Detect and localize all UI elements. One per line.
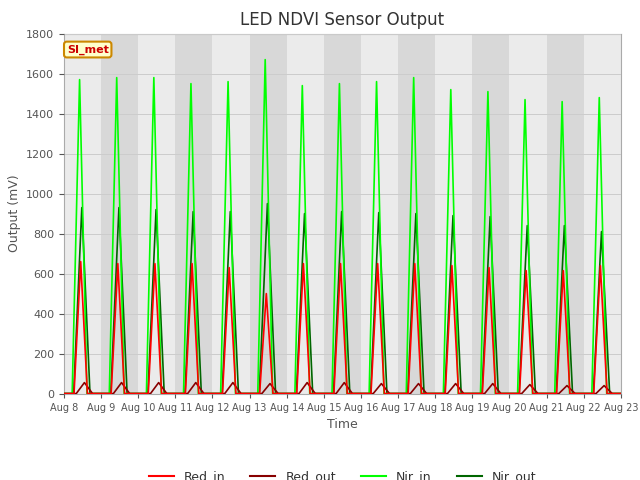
Line: Nir_out: Nir_out [64, 204, 621, 394]
Nir_in [617, 391, 625, 396]
Bar [250, 34, 287, 394]
Nir_out [107, 391, 115, 396]
Red_out [60, 391, 68, 396]
X-axis label: Time: Time [327, 418, 358, 431]
Bar [324, 34, 361, 394]
Nir_out [506, 391, 513, 396]
Line: Red_out: Red_out [64, 383, 621, 394]
Nir_out [60, 391, 68, 396]
Red_in [60, 391, 68, 396]
Bar [175, 34, 212, 394]
Bar [435, 34, 472, 394]
Bar [212, 34, 250, 394]
Red_out [506, 391, 513, 396]
Nir_in [506, 391, 513, 396]
Red_in [114, 261, 122, 266]
Red_in [485, 264, 493, 270]
Nir_in [60, 391, 68, 396]
Red_out [526, 382, 534, 387]
Nir_out [506, 391, 513, 396]
Line: Red_in: Red_in [64, 262, 621, 394]
Legend: Red_in, Red_out, Nir_in, Nir_out: Red_in, Red_out, Nir_in, Nir_out [143, 465, 541, 480]
Nir_in [521, 96, 529, 102]
Nir_in [484, 89, 492, 95]
Text: SI_met: SI_met [67, 44, 109, 55]
Bar [547, 34, 584, 394]
Bar [509, 34, 547, 394]
Nir_in [558, 99, 566, 105]
Bar [584, 34, 621, 394]
Bar [101, 34, 138, 394]
Bar [472, 34, 509, 394]
Red_out [118, 380, 125, 385]
Bar [138, 34, 175, 394]
Nir_in [261, 57, 269, 62]
Bar [287, 34, 324, 394]
Nir_out [486, 214, 494, 219]
Bar [398, 34, 435, 394]
Red_out [617, 391, 625, 396]
Nir_out [561, 223, 568, 228]
Nir_out [264, 201, 271, 206]
Nir_in [506, 391, 513, 396]
Line: Nir_in: Nir_in [64, 60, 621, 394]
Red_out [563, 383, 571, 388]
Red_out [489, 381, 497, 386]
Red_in [506, 391, 513, 396]
Red_in [522, 268, 530, 274]
Bar [64, 34, 101, 394]
Bar [361, 34, 398, 394]
Red_in [559, 268, 567, 274]
Title: LED NDVI Sensor Output: LED NDVI Sensor Output [241, 11, 444, 29]
Nir_in [106, 391, 113, 396]
Red_in [77, 259, 84, 264]
Nir_out [617, 391, 625, 396]
Y-axis label: Output (mV): Output (mV) [8, 175, 20, 252]
Red_in [617, 391, 625, 396]
Nir_out [524, 223, 531, 228]
Red_out [506, 391, 513, 396]
Red_in [506, 391, 513, 396]
Red_out [81, 380, 88, 385]
